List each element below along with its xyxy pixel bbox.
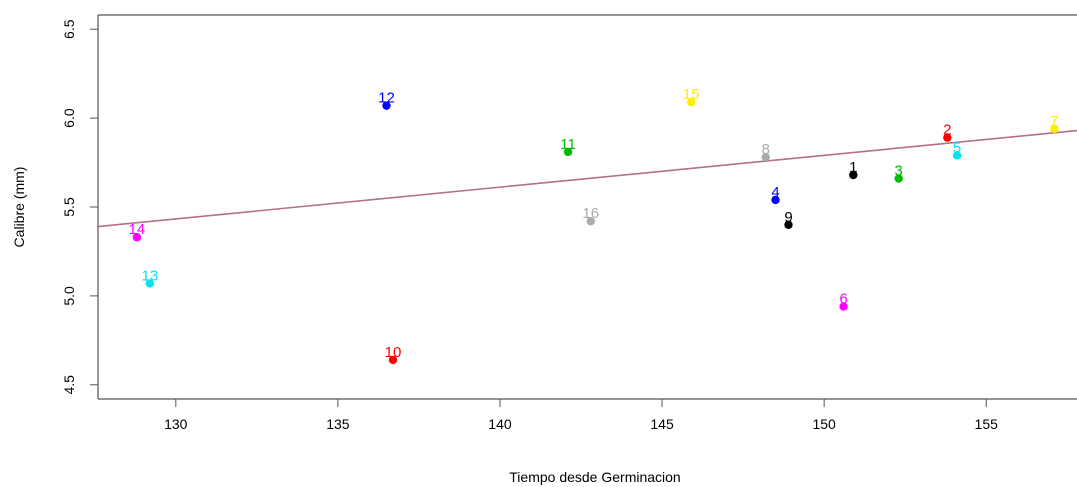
data-point-10 (388, 355, 398, 365)
data-point-9 (784, 220, 793, 229)
data-point-label-14: 14 (129, 221, 146, 238)
x-tick-label: 155 (975, 416, 999, 432)
y-axis-title: Calibre (mm) (11, 167, 27, 248)
x-tick-label: 130 (164, 416, 188, 432)
data-point-4 (771, 195, 780, 205)
data-point-2 (943, 133, 952, 142)
y-tick-label: 6.0 (61, 108, 77, 128)
data-point-1 (849, 170, 858, 180)
data-point-label-4: 4 (771, 184, 779, 201)
data-point-label-16: 16 (582, 205, 599, 222)
data-point-label-8: 8 (762, 141, 770, 158)
x-tick-label: 150 (812, 416, 836, 432)
x-axis-title: Tiempo desde Germinacion (509, 469, 680, 485)
data-point-6 (839, 302, 848, 311)
data-point-13 (145, 279, 155, 288)
y-tick-label: 6.5 (61, 19, 77, 39)
data-point-label-3: 3 (895, 163, 903, 180)
data-point-14 (132, 233, 142, 242)
data-point-8 (761, 153, 770, 162)
plot-area (97, 14, 1077, 400)
y-tick-label: 5.5 (61, 197, 77, 217)
data-point-label-2: 2 (943, 122, 951, 139)
data-point-3 (894, 174, 903, 183)
x-tick-label: 135 (326, 416, 350, 432)
data-point-label-5: 5 (953, 139, 961, 156)
data-point-15 (687, 97, 696, 107)
data-point-label-11: 11 (560, 136, 576, 153)
x-tick-label: 140 (488, 416, 512, 432)
data-point-16 (586, 217, 595, 226)
x-tick-label: 145 (650, 416, 674, 432)
data-point-label-6: 6 (839, 291, 847, 308)
data-point-label-15: 15 (683, 86, 700, 103)
y-tick-label: 5.0 (61, 286, 77, 306)
data-point-label-9: 9 (784, 209, 792, 226)
data-point-7 (1050, 124, 1059, 133)
data-point-label-13: 13 (142, 267, 159, 284)
y-tick-label: 4.5 (61, 375, 77, 395)
data-point-label-10: 10 (385, 344, 402, 361)
data-point-5 (952, 151, 962, 160)
data-point-12 (382, 101, 391, 110)
data-point-label-1: 1 (849, 159, 857, 176)
data-point-label-7: 7 (1050, 113, 1058, 130)
data-point-label-12: 12 (378, 90, 395, 107)
data-point-11 (563, 147, 573, 157)
regression-line (97, 129, 1077, 228)
